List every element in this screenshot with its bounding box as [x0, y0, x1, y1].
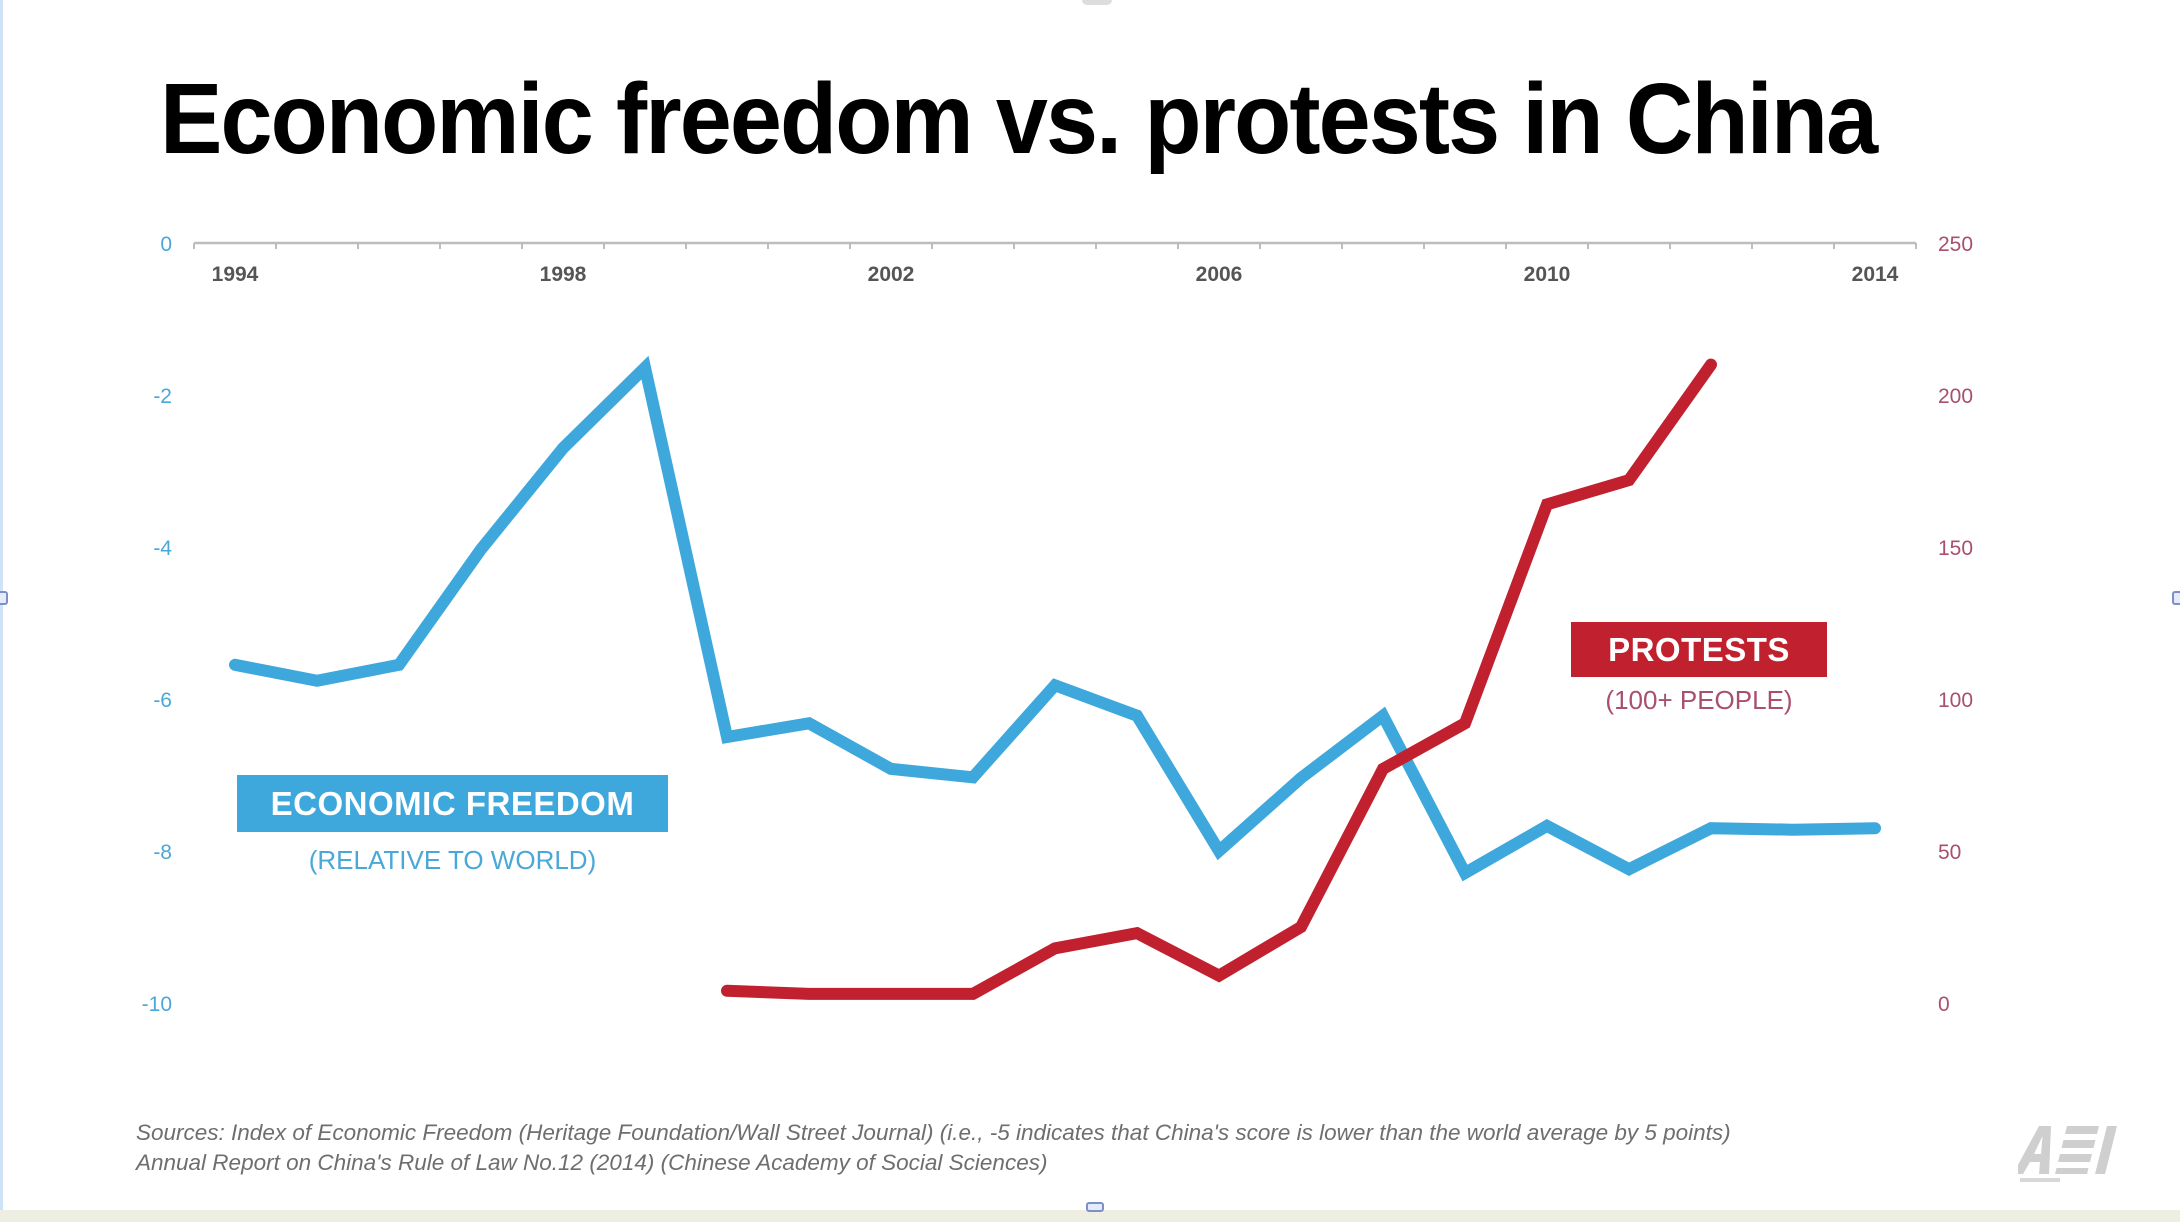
right-y-tick-label: 250: [1938, 233, 1973, 256]
left-y-axis: 0 -2 -4 -6 -8 -10: [142, 233, 173, 1016]
sources-note: Sources: Index of Economic Freedom (Heri…: [136, 1118, 1731, 1178]
legend-economic-freedom-sublabel: (RELATIVE TO WORLD): [308, 845, 597, 875]
x-tick-label: 2006: [1196, 263, 1243, 286]
right-y-tick-label: 200: [1938, 385, 1973, 408]
resize-handle-bottom[interactable]: [1086, 1202, 1104, 1212]
legend-protests-sublabel: (100+ PEOPLE): [1605, 685, 1793, 715]
bottom-strip: [0, 1210, 2180, 1222]
chart-title: Economic freedom vs. protests in China: [160, 63, 1878, 175]
aei-logo-icon: AEI: [2018, 1126, 2118, 1183]
series-line-protests: [721, 358, 1717, 1000]
right-y-tick-label: 0: [1938, 993, 1950, 1016]
left-y-tick-label: -2: [153, 385, 172, 408]
right-y-axis: 250 200 150 100 50 0: [1938, 233, 1973, 1016]
x-tick-label: 2014: [1852, 263, 1899, 286]
sources-line-2: Annual Report on China's Rule of Law No.…: [136, 1150, 1048, 1175]
x-tick-label: 2002: [868, 263, 915, 286]
aei-logo-text: AEI: [2114, 1180, 2116, 1183]
right-y-tick-label: 150: [1938, 537, 1973, 560]
right-y-tick-label: 100: [1938, 689, 1973, 712]
left-y-tick-label: -8: [153, 841, 172, 864]
legend-economic-freedom: ECONOMIC FREEDOM: [237, 775, 668, 832]
sources-line-1: Sources: Index of Economic Freedom (Heri…: [136, 1120, 1731, 1145]
left-y-tick-label: -4: [153, 537, 172, 560]
x-tick-label: 2010: [1524, 263, 1571, 286]
right-y-tick-label: 50: [1938, 841, 1961, 864]
resize-handle-right[interactable]: [2172, 591, 2180, 605]
x-tick-label: 1994: [212, 263, 259, 286]
x-tick-label: 1998: [540, 263, 587, 286]
top-edge-artifact: [1082, 0, 1112, 5]
legend-protests: PROTESTS: [1571, 622, 1827, 677]
left-y-tick-label: 0: [160, 233, 172, 256]
left-y-tick-label: -6: [153, 689, 172, 712]
series-layer: [229, 355, 1881, 1000]
resize-handle-left[interactable]: [0, 591, 8, 605]
left-y-tick-label: -10: [142, 993, 172, 1016]
x-axis: 1994 1998 2002 2006 2010 2014: [193, 241, 1917, 286]
